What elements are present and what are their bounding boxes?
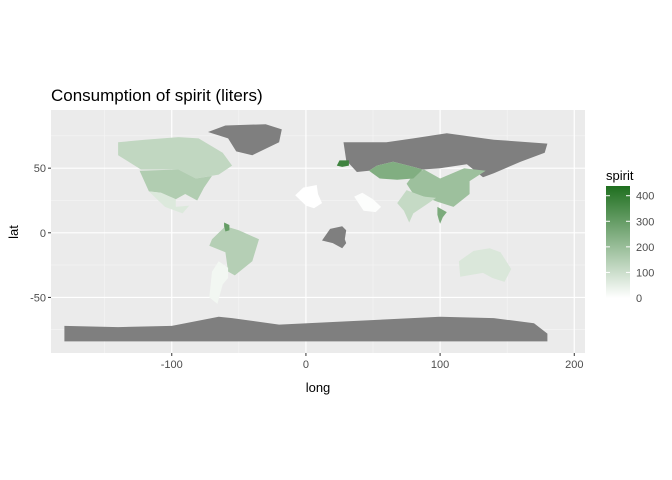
region-russia [343, 133, 548, 178]
x-tick-label: 200 [565, 359, 583, 371]
region-belarus [336, 160, 349, 167]
region-saudi-arabia [354, 192, 382, 213]
country-regions [64, 124, 548, 342]
x-axis-label: long [306, 380, 331, 395]
legend-tick-label: 400 [636, 191, 654, 203]
region-brazil [209, 226, 259, 276]
region-canada [118, 137, 233, 179]
legend-colorbar [606, 186, 630, 298]
chart-title: Consumption of spirit (liters) [51, 86, 263, 105]
legend-ticks: 400 300 200 100 0 [606, 191, 654, 305]
legend-tick-label: 100 [636, 267, 654, 279]
legend-title: spirit [606, 168, 634, 183]
region-greenland [208, 124, 282, 156]
region-algeria [295, 185, 322, 209]
y-axis-label: lat [6, 225, 21, 239]
region-mexico [148, 191, 190, 214]
y-tick-label: -50 [30, 292, 46, 304]
region-kazakhstan [369, 161, 423, 180]
region-thailand [437, 206, 447, 224]
x-tick-label: 100 [431, 359, 449, 371]
x-tick-label: -100 [161, 359, 183, 371]
legend-tick-label: 0 [636, 293, 642, 305]
region-united-states [139, 169, 212, 201]
y-tick-label: 0 [40, 228, 46, 240]
region-guyana [224, 222, 230, 232]
region-antarctica [64, 316, 548, 342]
x-tick-label: 0 [303, 359, 309, 371]
y-tick-label: 50 [34, 163, 46, 175]
region-argentina [209, 261, 229, 304]
axis-ticks: -100 0 100 200 50 0 -50 [30, 163, 583, 371]
region-india [397, 190, 437, 223]
legend-tick-label: 300 [636, 216, 654, 228]
region-australia [458, 248, 512, 282]
legend-tick-label: 200 [636, 242, 654, 254]
region-dr-congo [322, 226, 347, 249]
